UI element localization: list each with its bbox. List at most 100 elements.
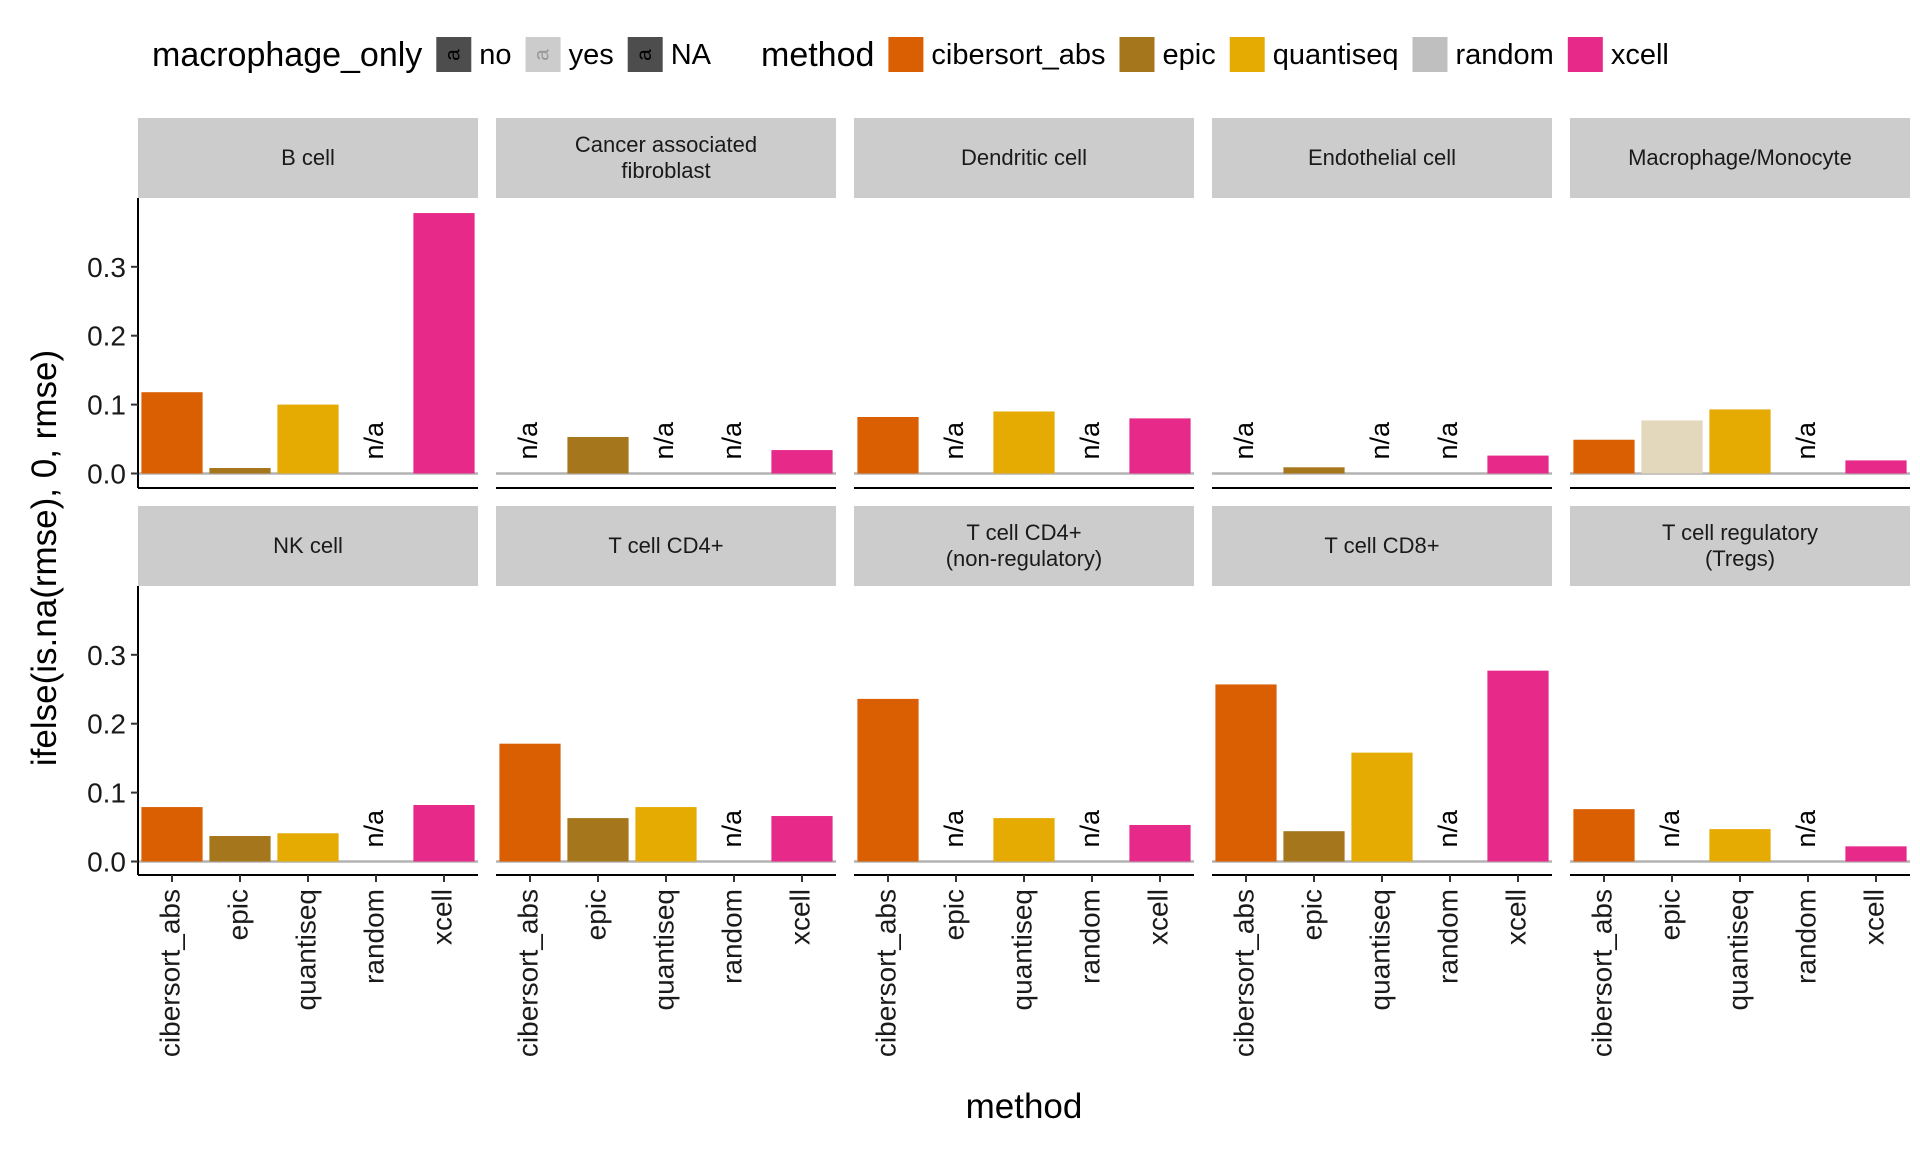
strip-background [1212,118,1552,198]
x-axis-title: method [966,1087,1083,1126]
strip-background [854,506,1194,586]
na-label-random: n/a [1075,421,1105,460]
legend-key-glyph-yes: a [531,49,554,61]
legend: macrophage_only a no a yes a NA method cibersort… [152,36,1669,74]
x-tick-label-cibersort-abs: cibersort_abs [1586,889,1617,1057]
x-tick-label-random: random [358,889,389,984]
facet-t-cell-cd4: T cell CD4+ n/a cibersort_abs epic quantiseq… [496,506,836,1057]
x-tick-label-epic: epic [222,889,253,940]
y-tick-label: 0.3 [87,252,126,283]
strip-background [496,506,836,586]
bar-quantiseq [993,411,1055,474]
x-tick-label-random: random [1432,889,1463,984]
x-tick-label-xcell: xcell [1500,889,1531,945]
na-label-random: n/a [1075,809,1105,848]
bar-xcell [1129,824,1191,862]
bar-cibersort-abs [1215,684,1277,862]
strip-title: T cell regulatory (Tregs) [1662,520,1818,571]
legend-label-quantiseq: quantiseq [1273,39,1399,71]
strip-background [496,118,836,198]
na-label-epic: n/a [939,421,969,460]
x-tick-label-quantiseq: quantiseq [290,889,321,1010]
na-label-random: n/a [717,421,747,460]
legend-key-glyph-na: a [633,49,656,61]
bar-xcell [1845,846,1907,862]
bar-xcell [413,213,475,474]
na-label-random: n/a [1791,421,1821,460]
na-label-quantiseq: n/a [649,421,679,460]
bar-quantiseq [1709,829,1771,862]
legend-label-yes: yes [569,39,614,71]
legend-key-xcell [1567,37,1603,72]
bar-epic [1283,831,1345,862]
y-tick-label: 0.3 [87,640,126,671]
strip-title-line: Dendritic cell [961,145,1087,170]
legend-key-yes [525,37,561,72]
na-label-random: n/a [359,421,389,460]
na-label-random: n/a [1791,809,1821,848]
x-tick-label-cibersort-abs: cibersort_abs [870,889,901,1057]
na-label-cibersort-abs: n/a [1229,421,1259,460]
strip-title: Cancer associated fibroblast [575,132,757,183]
bar-cibersort-abs [857,698,919,862]
x-tick-label-xcell: xcell [426,889,457,945]
legend-title-method: method [761,36,874,74]
legend-key-random [1412,37,1448,72]
y-tick-label: 0.1 [87,390,126,421]
strip-title-line: NK cell [273,533,343,558]
strip-title-line: T cell regulatory [1662,520,1818,545]
y-tick-label: 0.0 [87,459,126,490]
bar-quantiseq [635,807,697,862]
bar-quantiseq [1351,752,1413,862]
facet-b-cell: B cell n/a 0.0 0.1 0.2 0.3 [87,118,478,490]
strip-title-line: T cell CD8+ [1324,533,1439,558]
x-tick-label-quantiseq: quantiseq [1364,889,1395,1010]
legend-label-xcell: xcell [1611,39,1669,71]
strip-title: T cell CD8+ [1324,533,1439,558]
strip-title-line: Endothelial cell [1308,145,1456,170]
facet-panels: B cell n/a 0.0 0.1 0.2 0.3 Cancer associated fi… [87,118,1910,1057]
legend-key-no [436,37,472,72]
x-tick-label-quantiseq: quantiseq [1722,889,1753,1010]
x-tick-label-random: random [1074,889,1105,984]
y-tick-label: 0.2 [87,321,126,352]
bar-quantiseq [277,404,339,474]
legend-key-epic [1119,37,1155,72]
strip-title: Dendritic cell [961,145,1087,170]
strip-background [138,118,478,198]
strip-background [1570,118,1910,198]
legend-title-macrophage-only: macrophage_only [152,36,422,74]
x-tick-label-epic: epic [580,889,611,940]
facet-endothelial-cell: Endothelial cell n/a n/a n/a [1212,118,1552,489]
strip-title-line: Macrophage/Monocyte [1628,145,1852,170]
bar-epic [1641,420,1703,474]
strip-title-line: (non-regulatory) [946,546,1103,571]
x-tick-label-cibersort-abs: cibersort_abs [154,889,185,1057]
strip-title-line: fibroblast [621,158,710,183]
legend-key-na [627,37,663,72]
legend-label-random: random [1455,39,1553,71]
strip-title-line: B cell [281,145,335,170]
facet-cancer-associated-fibroblast: Cancer associated fibroblast n/a n/a n/a [496,118,836,489]
bar-xcell [413,805,475,862]
x-tick-label-cibersort-abs: cibersort_abs [1228,889,1259,1057]
na-label-random: n/a [359,809,389,848]
strip-title: T cell CD4+ (non-regulatory) [946,520,1103,571]
facet-t-cell-cd8: T cell CD8+ n/a cibersort_abs epic quantiseq… [1212,506,1552,1057]
bar-quantiseq [1709,409,1771,474]
bar-xcell [771,450,833,474]
bar-cibersort-abs [1573,439,1635,474]
facet-macrophage-monocyte: Macrophage/Monocyte n/a [1570,118,1910,489]
na-label-epic: n/a [939,809,969,848]
na-label-random: n/a [1433,421,1463,460]
bar-cibersort-abs [1573,809,1635,862]
strip-background [1570,506,1910,586]
bar-xcell [1487,455,1549,474]
facet-t-cell-cd4-non-regulatory: T cell CD4+ (non-regulatory) n/a n/a ciberso… [854,506,1194,1057]
na-label-quantiseq: n/a [1365,421,1395,460]
bar-cibersort-abs [141,807,203,862]
na-label-cibersort-abs: n/a [513,421,543,460]
x-tick-label-xcell: xcell [1858,889,1889,945]
bar-xcell [771,816,833,862]
